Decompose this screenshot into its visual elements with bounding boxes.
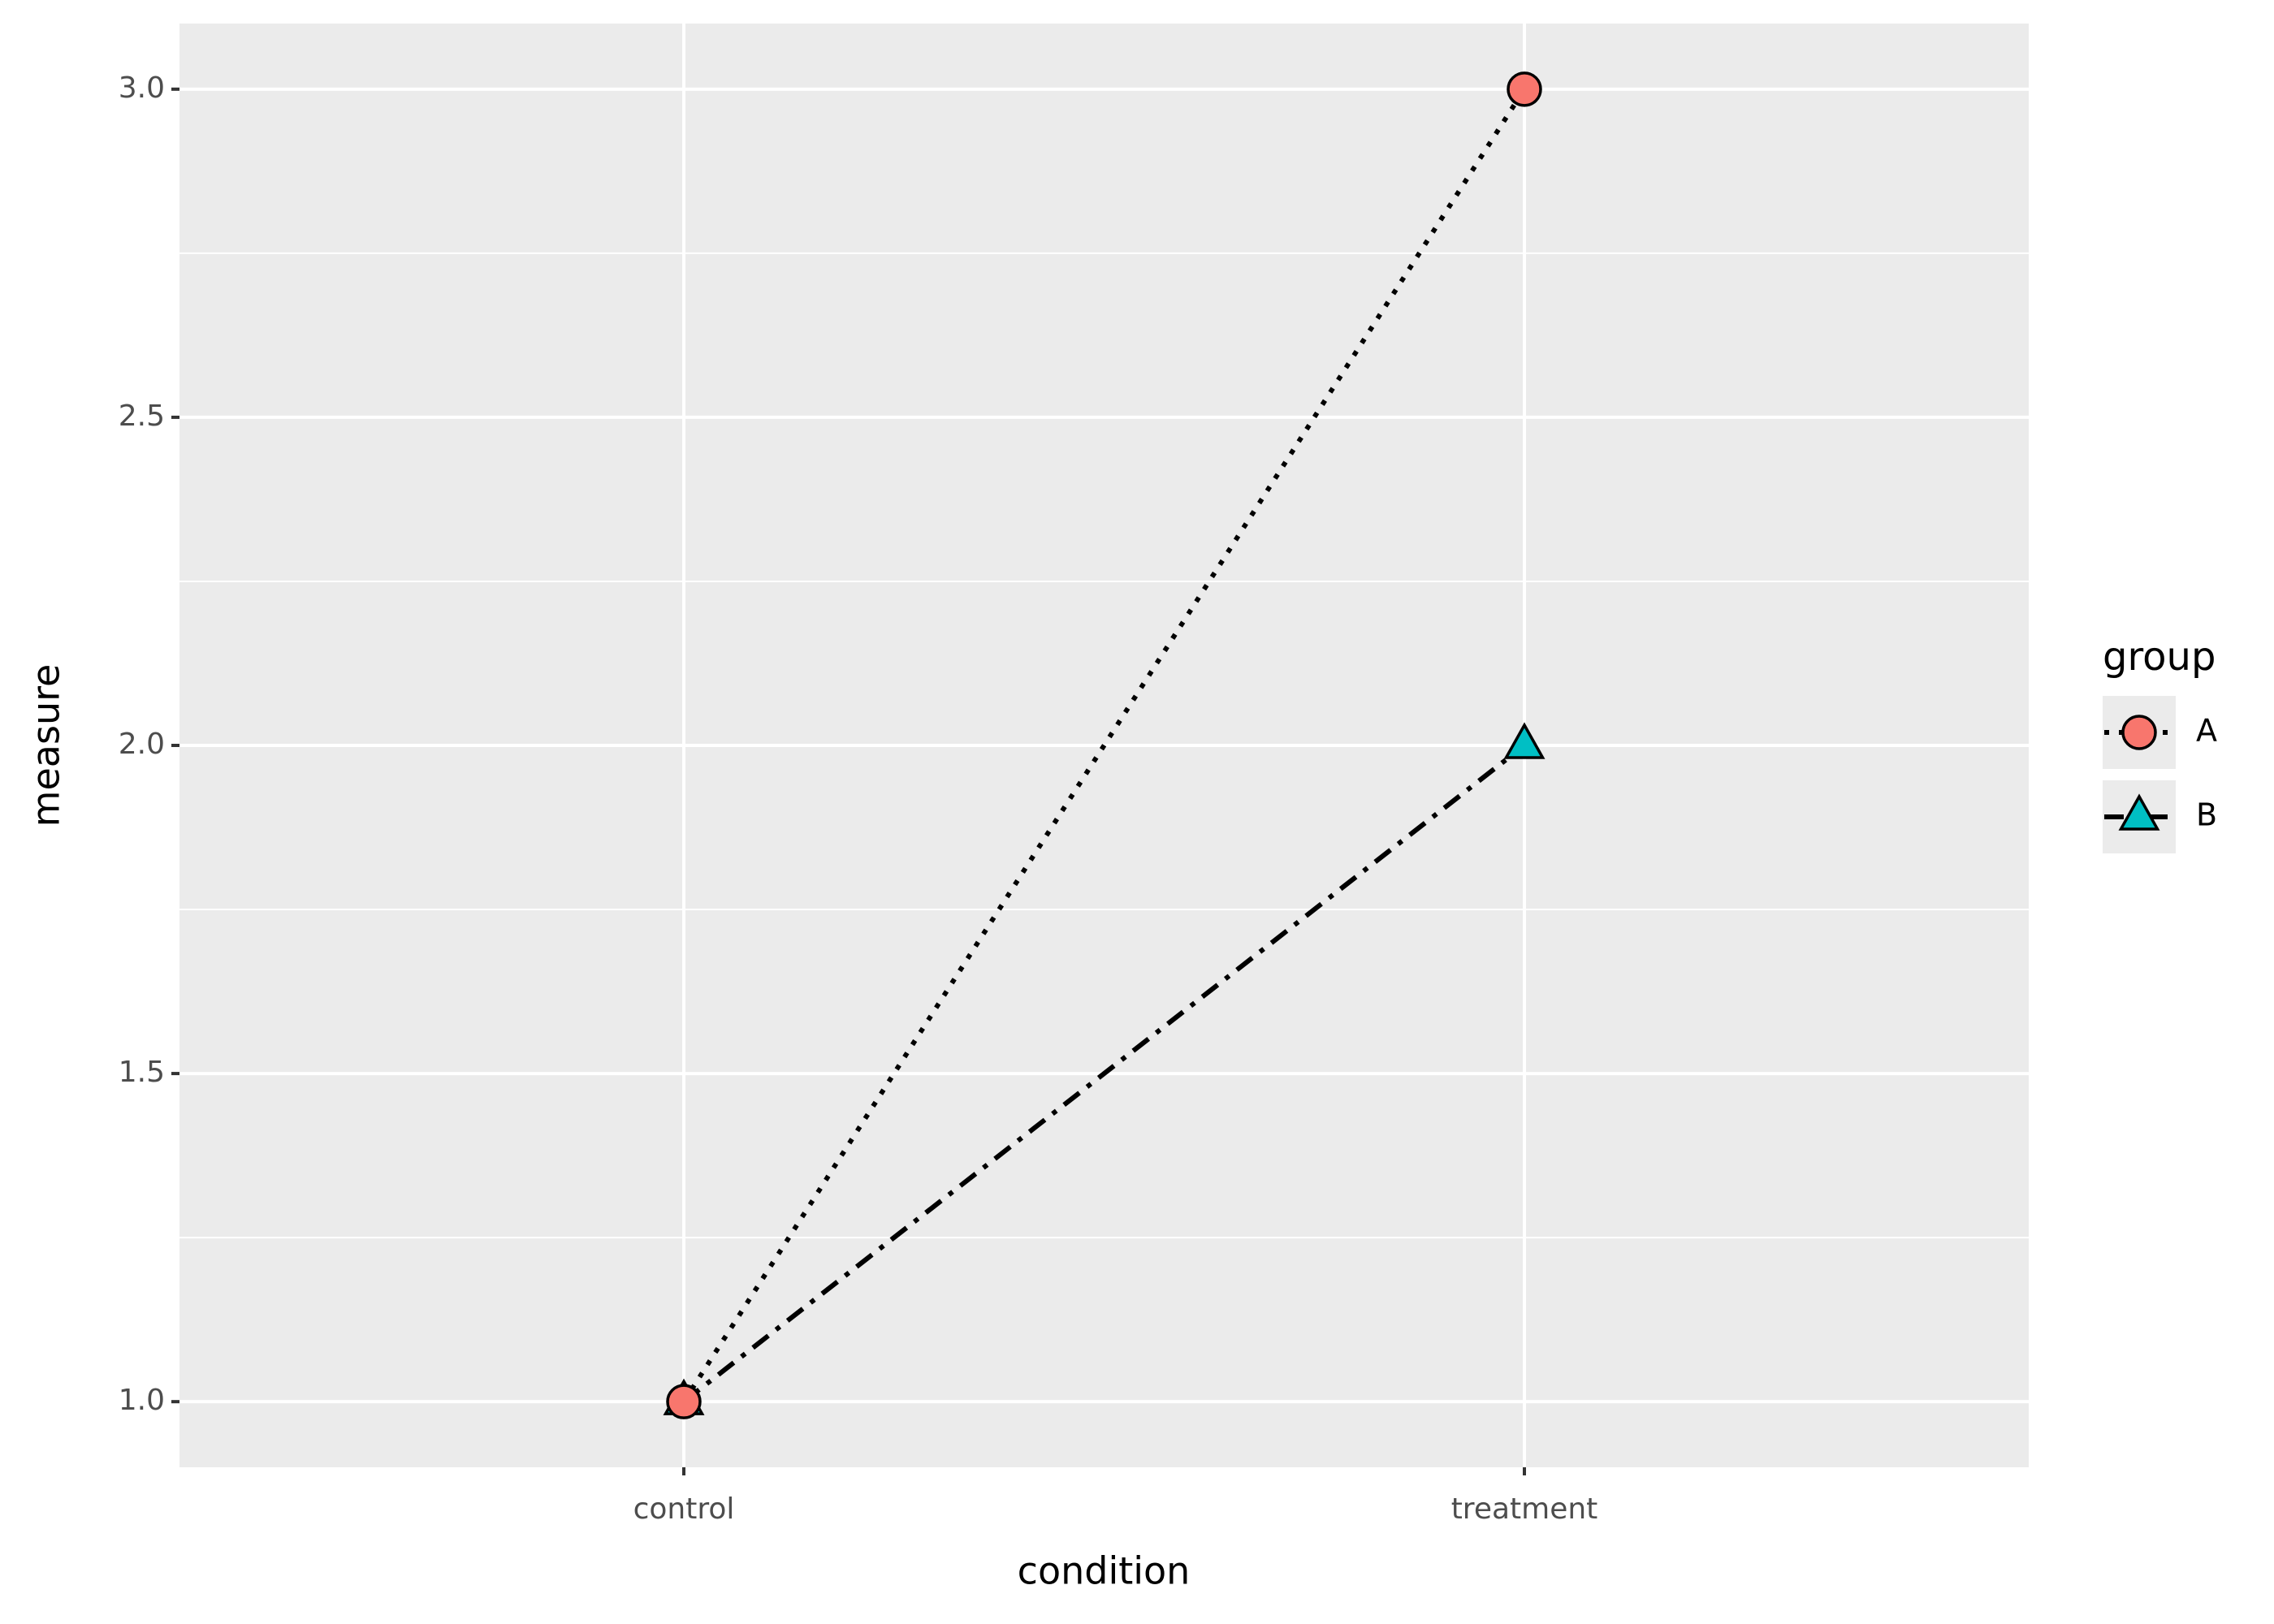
series-line xyxy=(681,88,1527,1403)
x-axis-title: condition xyxy=(1018,1549,1191,1593)
legend-label: B xyxy=(2196,797,2217,833)
x-tick-label: treatment xyxy=(1451,1492,1598,1526)
legend-label: A xyxy=(2196,713,2217,749)
point xyxy=(666,1384,702,1419)
series-line xyxy=(682,743,1526,1404)
point xyxy=(1507,71,1542,107)
y-tick-label: 2.0 xyxy=(119,728,165,761)
x-tick-label: control xyxy=(633,1492,735,1526)
y-axis-title: measure xyxy=(24,664,68,827)
legend-title: group xyxy=(2103,634,2216,680)
point xyxy=(1503,722,1546,759)
legend-marker xyxy=(2121,715,2157,750)
y-tick-label: 2.5 xyxy=(119,400,165,433)
legend-marker xyxy=(2118,793,2160,831)
y-tick-label: 3.0 xyxy=(119,71,165,105)
y-tick-label: 1.5 xyxy=(119,1056,165,1089)
y-tick-label: 1.0 xyxy=(119,1384,165,1417)
